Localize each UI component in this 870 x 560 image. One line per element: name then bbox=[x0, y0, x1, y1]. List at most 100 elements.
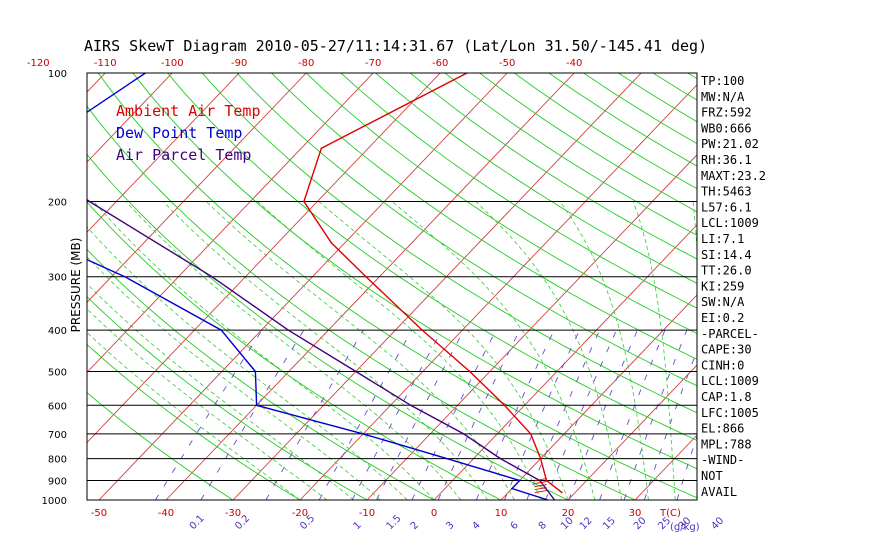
stats-line: LCL:1009 bbox=[701, 216, 759, 230]
moist-adiabat bbox=[87, 331, 301, 500]
moist-adiabat bbox=[257, 201, 542, 500]
pressure-tick-label: 200 bbox=[48, 198, 67, 209]
mixing-ratio-tick-label: 0.1 bbox=[188, 513, 207, 532]
series-point bbox=[518, 479, 521, 482]
legend-dewpoint: Dew Point Temp bbox=[116, 124, 242, 142]
stats-line: CINH:0 bbox=[701, 358, 744, 372]
surface-marker bbox=[534, 481, 547, 484]
series-point bbox=[409, 404, 412, 407]
moist-adiabat bbox=[93, 201, 435, 500]
series-point bbox=[49, 242, 51, 244]
stats-line: -PARCEL- bbox=[701, 327, 759, 341]
surface-marker bbox=[534, 478, 547, 481]
bottom-temp-tick-label: -40 bbox=[158, 508, 174, 519]
isotherm bbox=[87, 73, 173, 163]
isotherm bbox=[366, 154, 697, 500]
series-point bbox=[11, 72, 13, 74]
bottom-temp-tick-label: 0 bbox=[431, 508, 437, 519]
top-temp-tick-label: -40 bbox=[566, 58, 582, 69]
stats-line: AVAIL bbox=[701, 485, 737, 499]
pressure-tick-label: 800 bbox=[48, 455, 67, 466]
series-line-0 bbox=[303, 73, 563, 493]
dry-adiabat bbox=[757, 73, 870, 500]
isotherm bbox=[500, 294, 697, 500]
stats-line: L57:6.1 bbox=[701, 200, 752, 214]
bottom-axis-label: T(C) bbox=[659, 508, 681, 519]
legend: Ambient Air Temp Dew Point Temp Air Parc… bbox=[116, 102, 261, 164]
surface-marker bbox=[534, 484, 547, 487]
stats-line: SW:N/A bbox=[701, 295, 745, 309]
bottom-temp-tick-label: -50 bbox=[91, 508, 107, 519]
mixing-ratio-line bbox=[599, 329, 666, 500]
mixing-ratio-tick-label: 15 bbox=[601, 515, 618, 532]
moist-adiabat bbox=[162, 201, 488, 500]
mixing-ratio-line bbox=[318, 329, 413, 500]
dry-adiabat bbox=[444, 73, 697, 236]
stats-line: MPL:788 bbox=[701, 437, 752, 451]
isotherm bbox=[567, 364, 697, 500]
dry-adiabat bbox=[271, 73, 697, 360]
legend-parcel: Air Parcel Temp bbox=[116, 146, 251, 164]
dry-adiabat bbox=[375, 73, 697, 284]
isotherm bbox=[0, 73, 38, 500]
series-point bbox=[355, 370, 357, 373]
isotherm bbox=[165, 73, 575, 500]
dry-adiabat bbox=[87, 105, 636, 500]
mixing-ratio-tick-label: 6 bbox=[509, 520, 521, 532]
bottom-temp-tick-label: -20 bbox=[292, 508, 308, 519]
pressure-tick-label: 400 bbox=[48, 326, 67, 337]
mixing-ratio-line bbox=[200, 329, 305, 500]
dry-adiabat bbox=[305, 73, 697, 335]
series-point bbox=[545, 479, 548, 482]
dry-adiabat bbox=[87, 391, 234, 500]
stats-line: EL:866 bbox=[701, 422, 744, 436]
dry-adiabat bbox=[479, 73, 697, 213]
isotherm bbox=[87, 73, 240, 233]
isotherm bbox=[769, 73, 870, 500]
surface-marker bbox=[534, 487, 547, 490]
series-point bbox=[19, 147, 21, 149]
mixing-ratio-line bbox=[526, 329, 601, 500]
stats-line: TH:5463 bbox=[701, 185, 752, 199]
dry-adiabat bbox=[340, 73, 697, 309]
dry-adiabat bbox=[201, 73, 697, 414]
stats-line: EI:0.2 bbox=[701, 311, 744, 325]
dry-adiabat bbox=[826, 73, 870, 500]
moist-adiabat bbox=[125, 201, 462, 500]
series-point bbox=[468, 370, 471, 373]
moist-adiabat bbox=[632, 201, 676, 500]
series-point bbox=[445, 457, 448, 460]
top-temp-tick-label: -70 bbox=[365, 58, 381, 69]
isotherm bbox=[87, 73, 441, 444]
mixing-ratio-tick-label: 1.5 bbox=[385, 513, 404, 532]
mixing-ratio-tick-label: 2 bbox=[409, 520, 421, 532]
stats-line: TT:26.0 bbox=[701, 264, 752, 278]
top-temp-tick-label: -90 bbox=[231, 58, 247, 69]
isotherm bbox=[232, 73, 642, 500]
moist-adiabat bbox=[87, 308, 328, 500]
bottom-temp-tick-label: -30 bbox=[225, 508, 241, 519]
series-point bbox=[287, 329, 290, 331]
series-point bbox=[255, 404, 258, 407]
series-point bbox=[303, 200, 305, 203]
series-point bbox=[365, 275, 367, 278]
series-point bbox=[499, 457, 502, 460]
series-point bbox=[33, 147, 35, 149]
series-point bbox=[330, 242, 333, 244]
mixing-ratio-tick-label: 4 bbox=[470, 520, 482, 532]
dry-adiabat bbox=[87, 201, 502, 500]
pressure-tick-label: 900 bbox=[48, 476, 67, 487]
isotherm bbox=[299, 84, 697, 500]
series-point bbox=[529, 433, 532, 435]
series-point bbox=[511, 487, 513, 490]
pressure-tick-label: 600 bbox=[48, 401, 67, 412]
plot-frame bbox=[86, 72, 698, 501]
bottom-temp-tick-label: -10 bbox=[359, 508, 375, 519]
series-point bbox=[254, 370, 257, 373]
bottom-temp-tick-label: 30 bbox=[629, 508, 642, 519]
pressure-tick-label: 700 bbox=[48, 430, 67, 441]
series-point bbox=[503, 404, 506, 407]
stats-line: NOT bbox=[701, 469, 723, 483]
y-axis-label: PRESSURE (MB) bbox=[69, 238, 83, 333]
dry-adiabat bbox=[409, 73, 697, 260]
